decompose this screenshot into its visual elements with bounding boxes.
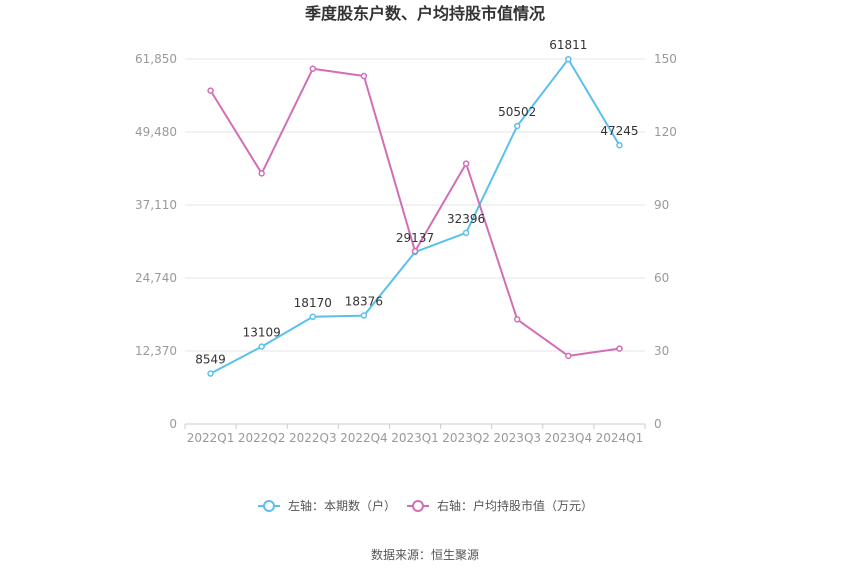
source-note: 数据来源：恒生聚源 bbox=[371, 547, 479, 562]
y-right-tick-label: 0 bbox=[654, 417, 662, 431]
data-label: 29137 bbox=[396, 231, 434, 245]
y-right-tick-label: 30 bbox=[654, 344, 669, 358]
series-lines bbox=[207, 55, 623, 377]
y-left-tick-label: 24,740 bbox=[135, 271, 177, 285]
gridlines bbox=[185, 58, 645, 352]
data-point bbox=[207, 370, 214, 377]
x-tick-label: 2023Q1 bbox=[391, 431, 439, 445]
x-tick-label: 2022Q4 bbox=[340, 431, 388, 445]
y-left-tick-label: 0 bbox=[169, 417, 177, 431]
y-right-tick-label: 60 bbox=[654, 271, 669, 285]
y-left-tick-label: 37,110 bbox=[135, 198, 177, 212]
data-point bbox=[207, 87, 214, 94]
x-tick-label: 2024Q1 bbox=[596, 431, 644, 445]
x-tick-label: 2023Q4 bbox=[545, 431, 593, 445]
data-label: 18170 bbox=[294, 296, 332, 310]
x-tick-label: 2022Q1 bbox=[187, 431, 235, 445]
data-point bbox=[462, 160, 470, 167]
data-label: 50502 bbox=[498, 105, 536, 119]
data-label: 8549 bbox=[195, 353, 226, 367]
data-point bbox=[258, 170, 265, 177]
data-point bbox=[565, 352, 572, 360]
data-point bbox=[360, 72, 368, 80]
x-tick-label: 2022Q2 bbox=[238, 431, 286, 445]
data-labels: 8549 13109 18170 18376 29137 32396 50502 61811 4… bbox=[195, 38, 638, 366]
data-label: 47245 bbox=[600, 124, 638, 138]
data-point bbox=[258, 343, 265, 350]
legend-circle-marker bbox=[412, 500, 424, 512]
chart-title: 季度股东户数、户均持股市值情况 bbox=[304, 4, 545, 23]
data-point bbox=[411, 247, 419, 255]
x-tick-label: 2022Q3 bbox=[289, 431, 337, 445]
y-left-tick-label: 12,370 bbox=[135, 344, 177, 358]
y-left-tick-label: 61,850 bbox=[135, 52, 177, 66]
x-tick-label: 2023Q2 bbox=[442, 431, 490, 445]
data-point bbox=[309, 65, 317, 72]
y-right-tick-label: 150 bbox=[654, 52, 677, 66]
data-label: 32396 bbox=[447, 212, 485, 226]
data-point bbox=[513, 122, 521, 130]
legend-circle-marker bbox=[263, 500, 275, 512]
data-label: 61811 bbox=[549, 38, 587, 52]
data-point bbox=[616, 345, 623, 352]
data-label: 18376 bbox=[345, 295, 383, 309]
y-right-tick-label: 120 bbox=[654, 125, 677, 139]
legend-label: 右轴：户均持股市值（万元） bbox=[437, 498, 593, 513]
data-point bbox=[513, 316, 521, 323]
axes: 0 12,370 24,740 37,110 49,480 61,850 0 30 60 90 12… bbox=[135, 52, 677, 445]
data-label: 13109 bbox=[243, 326, 281, 340]
data-point bbox=[616, 141, 623, 149]
data-point bbox=[360, 312, 368, 319]
data-point bbox=[309, 313, 317, 321]
y-left-tick-label: 49,480 bbox=[135, 125, 177, 139]
y-right-tick-label: 90 bbox=[654, 198, 669, 212]
data-point bbox=[462, 229, 470, 237]
legend-item-1[interactable]: 左轴：本期数（户） bbox=[258, 498, 396, 513]
legend-item-2[interactable]: 右轴：户均持股市值（万元） bbox=[407, 498, 593, 513]
legend[interactable]: 左轴：本期数（户） 右轴：户均持股市值（万元） bbox=[258, 498, 593, 513]
data-point bbox=[565, 55, 572, 63]
legend-label: 左轴：本期数（户） bbox=[288, 498, 396, 513]
series-line-2 bbox=[209, 67, 620, 357]
x-tick-label: 2023Q3 bbox=[493, 431, 541, 445]
